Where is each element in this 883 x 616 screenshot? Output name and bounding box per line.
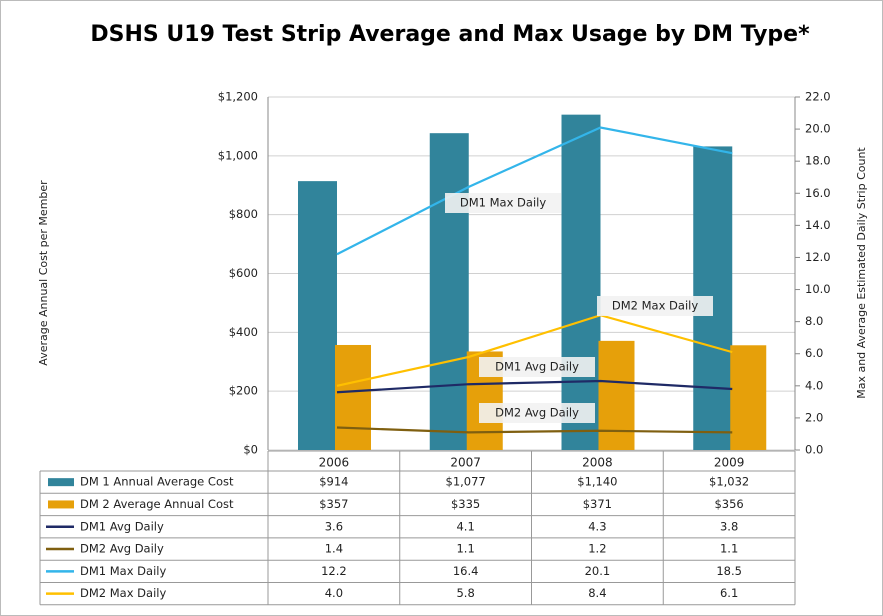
table-value: 4.1 (456, 519, 474, 533)
table-value: 16.4 (453, 564, 479, 578)
y2-tick-label: 20.0 (805, 122, 831, 136)
table-value: 1.1 (456, 542, 474, 556)
table-value: 1.1 (720, 542, 738, 556)
table-value: 20.1 (585, 564, 611, 578)
y-tick-label: $800 (229, 207, 258, 221)
table-value: $371 (583, 497, 612, 511)
table-value: 1.2 (588, 542, 606, 556)
bar (598, 340, 635, 450)
table-value: 6.1 (720, 586, 738, 600)
y2-tick-label: 2.0 (805, 410, 823, 424)
table-value: 3.6 (325, 519, 343, 533)
y2-tick-label: 0.0 (805, 443, 823, 457)
y2-tick-label: 14.0 (805, 218, 831, 232)
y2-tick-label: 10.0 (805, 282, 831, 296)
bar (429, 133, 469, 450)
annotation: DM2 Max Daily (612, 299, 698, 313)
annotation-box (479, 403, 595, 423)
annotation: DM1 Max Daily (460, 196, 546, 210)
x-tick-label: 2006 (319, 456, 350, 470)
line (336, 314, 733, 387)
legend-label: DM1 Max Daily (80, 564, 166, 578)
y-tick-label: $1,000 (218, 148, 258, 162)
table-value: 4.3 (588, 519, 606, 533)
y-tick-label: $1,200 (218, 90, 258, 104)
legend-symbol (48, 500, 74, 509)
line (336, 379, 733, 394)
table-value: $1,077 (446, 475, 486, 489)
x-tick-label: 2009 (714, 456, 745, 470)
y-tick-label: $400 (229, 325, 258, 339)
annotation-box (479, 357, 595, 377)
line (336, 426, 733, 434)
table-value: 3.8 (720, 519, 738, 533)
bar (561, 114, 601, 451)
bar (298, 181, 337, 451)
table-value: $1,140 (577, 475, 617, 489)
legend-label: DM1 Avg Daily (80, 519, 164, 533)
legend-symbol (48, 478, 74, 487)
table-value: $357 (319, 497, 348, 511)
y2-tick-label: 22.0 (805, 90, 831, 104)
y2-axis-label: Max and Average Estimated Daily Strip Co… (855, 147, 868, 399)
y-tick-label: $200 (229, 384, 258, 398)
y2-tick-label: 6.0 (805, 346, 823, 360)
table-value: 1.4 (325, 542, 343, 556)
table-value: 12.2 (321, 564, 347, 578)
legend-label: DM 2 Average Annual Cost (80, 497, 234, 511)
table-value: $356 (714, 497, 743, 511)
line (336, 126, 733, 256)
legend-label: DM 1 Annual Average Cost (80, 475, 234, 489)
y-tick-label: $600 (229, 266, 258, 280)
y-tick-label: $0 (243, 443, 258, 457)
table-value: 8.4 (588, 586, 606, 600)
annotation-box (597, 296, 713, 316)
annotation-box (445, 193, 561, 213)
chart-title: DSHS U19 Test Strip Average and Max Usag… (90, 22, 810, 47)
bar (335, 344, 371, 450)
legend-label: DM2 Max Daily (80, 586, 166, 600)
x-tick-label: 2007 (450, 456, 481, 470)
legend-label: DM2 Avg Daily (80, 542, 164, 556)
y-axis-label: Average Annual Cost per Member (37, 180, 50, 366)
y2-tick-label: 12.0 (805, 250, 831, 264)
table-value: $914 (319, 475, 348, 489)
annotation: DM1 Avg Daily (495, 360, 579, 374)
y2-tick-label: 18.0 (805, 154, 831, 168)
x-tick-label: 2008 (582, 456, 613, 470)
table-value: $335 (451, 497, 480, 511)
y2-tick-label: 4.0 (805, 378, 823, 392)
y2-tick-label: 16.0 (805, 186, 831, 200)
annotation: DM2 Avg Daily (495, 406, 579, 420)
table-value: 4.0 (325, 586, 343, 600)
table-value: 5.8 (456, 586, 474, 600)
y2-tick-label: 8.0 (805, 314, 823, 328)
table-value: $1,032 (709, 475, 749, 489)
table-value: 18.5 (716, 564, 742, 578)
bar (730, 345, 767, 450)
